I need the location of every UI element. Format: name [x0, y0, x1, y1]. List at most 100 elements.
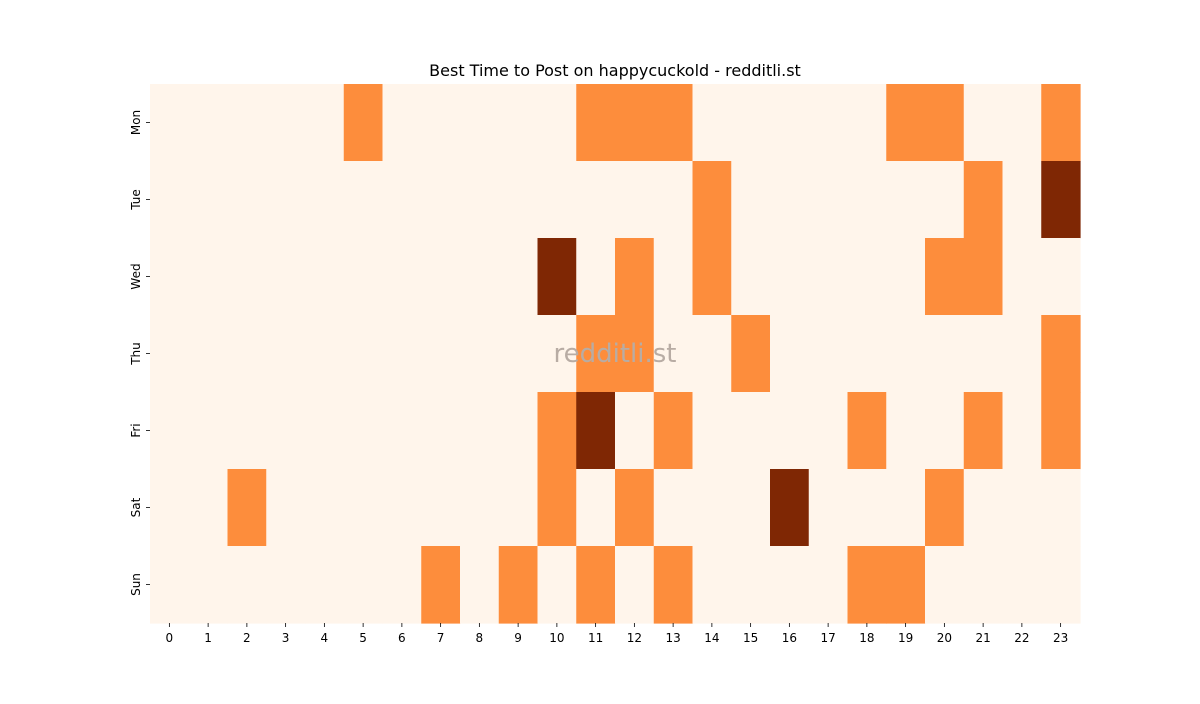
- heatmap-cell-sat-3: [266, 469, 306, 547]
- x-tick-label: 16: [782, 631, 797, 645]
- heatmap-cell-sat-16: [770, 469, 810, 547]
- heatmap-cell-fri-1: [188, 392, 229, 470]
- heatmap-cell-sun-10: [537, 546, 577, 624]
- heatmap-cell-sat-19: [886, 469, 926, 547]
- heatmap-cell-thu-3: [266, 315, 306, 393]
- heatmap-cell-tue-11: [576, 161, 616, 239]
- heatmap-cell-tue-10: [537, 161, 577, 239]
- heatmap-cell-tue-1: [188, 161, 229, 239]
- heatmap-cell-fri-8: [460, 392, 500, 470]
- heatmap-cell-wed-11: [576, 238, 616, 316]
- heatmap-cell-tue-13: [653, 161, 694, 239]
- x-tick-label: 13: [665, 631, 680, 645]
- heatmap-cell-thu-15: [731, 315, 771, 393]
- heatmap-cell-tue-3: [266, 161, 306, 239]
- x-tick-label: 10: [549, 631, 564, 645]
- heatmap-cell-wed-16: [770, 238, 810, 316]
- x-tick-label: 9: [514, 631, 522, 645]
- heatmap-cell-mon-18: [847, 84, 887, 162]
- heatmap-cell-mon-4: [305, 84, 345, 162]
- heatmap-cell-fri-7: [421, 392, 461, 470]
- heatmap-cell-fri-14: [692, 392, 732, 470]
- y-tick-label: Sat: [129, 497, 143, 517]
- heatmap-cell-sun-23: [1041, 546, 1081, 624]
- heatmap-cell-thu-5: [343, 315, 384, 393]
- heatmap-cell-tue-6: [382, 161, 422, 239]
- heatmap-cell-mon-10: [537, 84, 577, 162]
- heatmap-cell-fri-6: [382, 392, 422, 470]
- heatmap-cell-sat-20: [925, 469, 965, 547]
- heatmap-cell-tue-16: [770, 161, 810, 239]
- heatmap-cell-sat-15: [731, 469, 771, 547]
- heatmap-cell-thu-7: [421, 315, 461, 393]
- heatmap-cell-tue-2: [227, 161, 267, 239]
- heatmap-cell-sun-1: [188, 546, 229, 624]
- heatmap-cell-wed-7: [421, 238, 461, 316]
- heatmap-cell-sun-15: [731, 546, 771, 624]
- heatmap-cell-sat-0: [150, 469, 190, 547]
- heatmap-cell-wed-21: [963, 238, 1004, 316]
- heatmap-cell-thu-1: [188, 315, 229, 393]
- y-tick-label: Mon: [129, 110, 143, 135]
- heatmap-cell-thu-4: [305, 315, 345, 393]
- x-tick-label: 19: [898, 631, 913, 645]
- x-tick-label: 2: [243, 631, 251, 645]
- heatmap-cell-sun-0: [150, 546, 190, 624]
- heatmap-cell-tue-23: [1041, 161, 1081, 239]
- heatmap-cell-tue-22: [1002, 161, 1042, 239]
- heatmap-cell-mon-20: [925, 84, 965, 162]
- heatmap-cell-sun-2: [227, 546, 267, 624]
- heatmap-cell-mon-15: [731, 84, 771, 162]
- x-tick-label: 15: [743, 631, 758, 645]
- heatmap-cell-mon-7: [421, 84, 461, 162]
- heatmap-cell-thu-23: [1041, 315, 1081, 393]
- heatmap-cell-wed-10: [537, 238, 577, 316]
- heatmap-cell-sun-5: [343, 546, 384, 624]
- heatmap-cell-sat-8: [460, 469, 500, 547]
- heatmap-cell-mon-12: [615, 84, 655, 162]
- heatmap-cell-sun-18: [847, 546, 887, 624]
- heatmap-cell-mon-21: [963, 84, 1004, 162]
- heatmap-cell-fri-22: [1002, 392, 1042, 470]
- x-tick-label: 17: [820, 631, 835, 645]
- heatmap-cell-mon-17: [808, 84, 849, 162]
- heatmap-cell-wed-14: [692, 238, 732, 316]
- heatmap-cell-tue-21: [963, 161, 1004, 239]
- heatmap-cell-sat-10: [537, 469, 577, 547]
- heatmap-cell-fri-4: [305, 392, 345, 470]
- heatmap-cell-mon-22: [1002, 84, 1042, 162]
- heatmap-cell-thu-9: [498, 315, 539, 393]
- heatmap-cell-thu-21: [963, 315, 1004, 393]
- heatmap-cell-fri-11: [576, 392, 616, 470]
- heatmap-cell-mon-19: [886, 84, 926, 162]
- heatmap-cell-sat-18: [847, 469, 887, 547]
- heatmap-cell-tue-19: [886, 161, 926, 239]
- y-axis: Mon Tue Wed Thu Fri Sat Sun: [129, 110, 150, 596]
- chart-title: Best Time to Post on happycuckold - redd…: [429, 61, 801, 80]
- watermark: redditli.st: [554, 339, 677, 369]
- heatmap-cell-fri-23: [1041, 392, 1081, 470]
- heatmap-cell-wed-19: [886, 238, 926, 316]
- heatmap-cell-tue-20: [925, 161, 965, 239]
- heatmap-cell-tue-0: [150, 161, 190, 239]
- heatmap-cell-sat-1: [188, 469, 229, 547]
- heatmap-cell-sun-17: [808, 546, 849, 624]
- heatmap-cell-sun-4: [305, 546, 345, 624]
- x-tick-label: 18: [859, 631, 874, 645]
- x-tick-label: 8: [476, 631, 484, 645]
- x-tick-label: 7: [437, 631, 445, 645]
- x-tick-label: 3: [282, 631, 290, 645]
- heatmap-cell-tue-5: [343, 161, 384, 239]
- heatmap-cell-sat-13: [653, 469, 694, 547]
- heatmap-cell-sat-6: [382, 469, 422, 547]
- heatmap-cell-sun-11: [576, 546, 616, 624]
- y-tick-label: Fri: [129, 423, 143, 437]
- heatmap-cell-mon-5: [343, 84, 384, 162]
- heatmap-cell-fri-17: [808, 392, 849, 470]
- heatmap-cell-wed-22: [1002, 238, 1042, 316]
- heatmap-cell-mon-6: [382, 84, 422, 162]
- heatmap-cell-sun-20: [925, 546, 965, 624]
- heatmap-cell-fri-21: [963, 392, 1004, 470]
- heatmap-cell-sun-6: [382, 546, 422, 624]
- heatmap-cell-wed-18: [847, 238, 887, 316]
